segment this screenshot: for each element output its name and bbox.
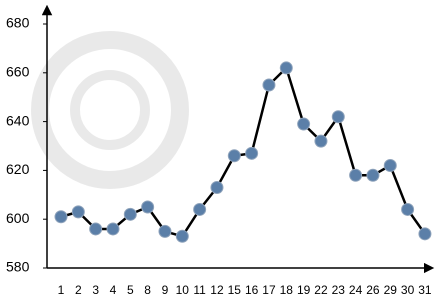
x-tick-label: 22 [314, 283, 328, 297]
watermark [40, 40, 180, 180]
x-tick-label: 12 [210, 283, 224, 297]
marker [176, 230, 188, 242]
x-tick-label: 18 [280, 283, 294, 297]
y-tick-label: 580 [6, 259, 30, 275]
x-tick-label: 24 [349, 283, 363, 297]
marker [246, 147, 258, 159]
x-tick-label: 29 [384, 283, 398, 297]
marker [332, 111, 344, 123]
x-tick-label: 10 [176, 283, 190, 297]
marker [350, 169, 362, 181]
marker [194, 203, 206, 215]
x-tick-label: 4 [110, 283, 117, 297]
marker [211, 181, 223, 193]
x-tick-label: 31 [418, 283, 432, 297]
x-tick-label: 16 [245, 283, 259, 297]
line [61, 68, 425, 236]
x-tick-label: 30 [401, 283, 415, 297]
marker [228, 150, 240, 162]
marker [315, 135, 327, 147]
x-tick-label: 26 [366, 283, 380, 297]
marker [367, 169, 379, 181]
chart: 5806006206406606801234589101112151617181… [0, 0, 435, 301]
marker [107, 223, 119, 235]
marker [280, 62, 292, 74]
marker [298, 118, 310, 130]
x-tick-label: 9 [162, 283, 169, 297]
marker [72, 206, 84, 218]
y-tick-label: 660 [6, 64, 30, 80]
y-tick-label: 640 [6, 112, 30, 128]
x-tick-label: 17 [262, 283, 276, 297]
x-tick-label: 5 [127, 283, 134, 297]
page: {"chart_data": {"type": "line", "categor… [0, 0, 435, 301]
y-tick-label: 620 [6, 161, 30, 177]
x-tick-label: 23 [332, 283, 346, 297]
marker [90, 223, 102, 235]
marker [124, 208, 136, 220]
marker [159, 225, 171, 237]
x-tick-label: 11 [193, 283, 206, 297]
x-tick-label: 1 [58, 283, 65, 297]
y-tick-label: 600 [6, 210, 30, 226]
x-tick-label: 15 [228, 283, 242, 297]
marker [384, 160, 396, 172]
x-tick-label: 2 [75, 283, 82, 297]
x-tick-label: 3 [92, 283, 99, 297]
x-tick-label: 8 [144, 283, 151, 297]
marker [402, 203, 414, 215]
marker [142, 201, 154, 213]
marker [55, 211, 67, 223]
marker [419, 228, 431, 240]
marker [263, 79, 275, 91]
x-tick-label: 19 [297, 283, 311, 297]
y-tick-label: 680 [6, 15, 30, 31]
